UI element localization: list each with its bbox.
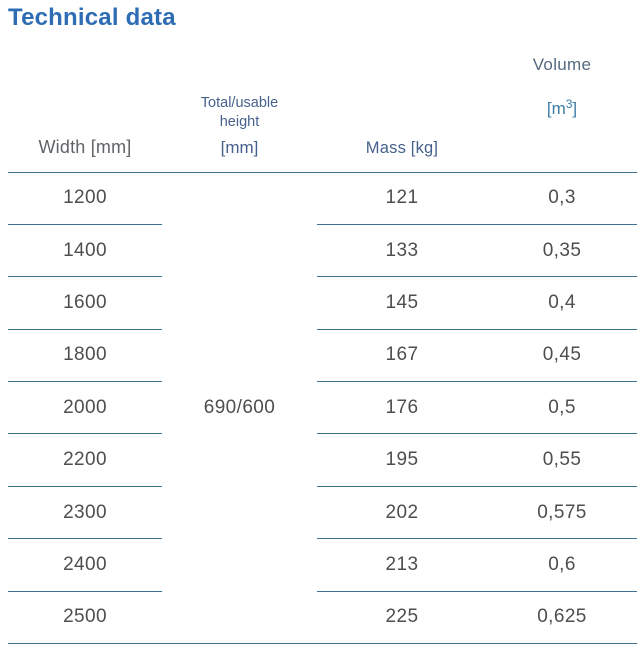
- cell-mass: 145: [317, 276, 487, 330]
- table-row: 2200 195 0,55: [8, 433, 637, 487]
- table-row: 1200 690/600 121 0,3: [8, 172, 637, 645]
- cell-mass: 121: [317, 172, 487, 225]
- table-row: 2300 202 0,575: [8, 486, 637, 540]
- column-header-mass: Mass [kg]: [317, 40, 487, 173]
- cell-mass: 202: [317, 486, 487, 540]
- technical-data-table: Width [mm] Total/usable height [mm] Mass…: [8, 40, 637, 645]
- cell-width: 2000: [8, 381, 162, 435]
- cell-merged-height: 690/600: [162, 172, 317, 645]
- cell-mass: 176: [317, 381, 487, 435]
- column-header-height-unit: [mm]: [220, 137, 259, 157]
- cell-width: 2200: [8, 433, 162, 487]
- table-row: 2000 176 0,5: [8, 381, 637, 435]
- cell-volume: 0,6: [487, 538, 637, 592]
- cell-volume: 0,35: [487, 224, 637, 278]
- table-row: 1400 133 0,35: [8, 224, 637, 278]
- cell-volume: 0,4: [487, 276, 637, 330]
- table-body: 1200 690/600 121 0,3 1400 133 0,35 1600 …: [8, 172, 637, 645]
- column-header-volume: Volume [m3]: [487, 40, 637, 173]
- cell-mass: 167: [317, 329, 487, 383]
- column-header-height-line2: height: [219, 113, 260, 130]
- cell-width: 2300: [8, 486, 162, 540]
- cell-width: 1600: [8, 276, 162, 330]
- page-title: Technical data: [8, 4, 176, 31]
- cell-mass: 225: [317, 591, 487, 645]
- table-header: Width [mm] Total/usable height [mm] Mass…: [8, 40, 637, 173]
- cell-mass: 133: [317, 224, 487, 278]
- column-header-width: Width [mm]: [8, 40, 162, 173]
- table-row: 1600 145 0,4: [8, 276, 637, 330]
- cell-width: 2400: [8, 538, 162, 592]
- column-header-volume-label: Volume: [532, 55, 592, 74]
- cell-width: 1400: [8, 224, 162, 278]
- cell-width: 2500: [8, 591, 162, 645]
- volume-unit-superscript: 3: [565, 97, 573, 111]
- cell-width: 1200: [8, 172, 162, 225]
- cell-volume: 0,625: [487, 591, 637, 645]
- column-header-volume-unit: [m3]: [546, 97, 578, 118]
- cell-width: 1800: [8, 329, 162, 383]
- cell-volume: 0,55: [487, 433, 637, 487]
- table-row: 2400 213 0,6: [8, 538, 637, 592]
- column-header-height-line1: Total/usable: [200, 94, 279, 111]
- cell-volume: 0,45: [487, 329, 637, 383]
- cell-volume: 0,5: [487, 381, 637, 435]
- cell-volume: 0,575: [487, 486, 637, 540]
- cell-mass: 213: [317, 538, 487, 592]
- table-row: 1800 167 0,45: [8, 329, 637, 383]
- table-row: 2500 225 0,625: [8, 591, 637, 645]
- column-header-height: Total/usable height [mm]: [162, 40, 317, 173]
- cell-mass: 195: [317, 433, 487, 487]
- cell-volume: 0,3: [487, 172, 637, 225]
